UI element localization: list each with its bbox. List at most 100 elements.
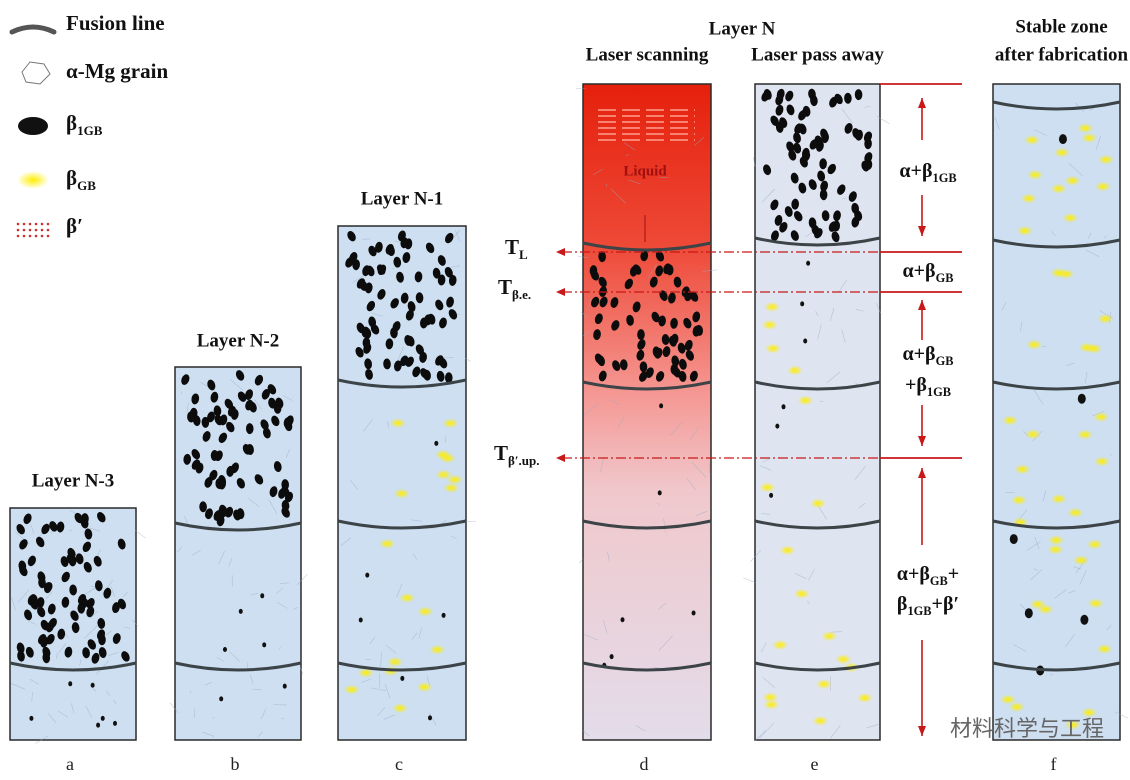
beta-1gb [1077,393,1086,404]
beta-gb [1053,147,1070,158]
grain-boundary [1026,541,1041,551]
beta-1gb [112,720,117,726]
beta-1gb [851,216,860,228]
text-part: α-Mg grain [66,59,168,83]
grain-boundary [1051,231,1056,237]
grain-boundary [1106,624,1112,631]
beta-1gb [441,612,446,618]
fusion-line [174,661,302,672]
grain-boundary [411,632,418,640]
beta-1gb [658,315,666,327]
beta-1gb [222,646,227,652]
beta-prime-icon [28,228,32,232]
beta-gb [399,592,416,603]
fusion-icon [9,24,57,35]
beta-1gb [199,501,207,513]
grain-boundary [464,357,471,362]
beta-1gb [210,391,219,403]
beta-1gb [670,363,679,375]
layer-column [582,83,712,741]
grain-boundary [380,652,382,667]
beta-gb [1029,599,1046,610]
column-letter: c [395,754,403,774]
grain-boundary [229,651,241,662]
beta-1gb [383,358,391,370]
zone-arrow-head [918,98,926,108]
grain-boundary [363,419,373,432]
grain-boundary [762,676,775,688]
grain-boundary [1065,634,1075,647]
text-part: + [948,563,959,585]
grain-boundary [830,725,841,739]
beta-1gb [645,367,654,378]
beta-1gb [821,210,830,222]
grain-boundary [656,502,660,505]
grain-boundary [10,683,25,690]
beta-1gb [218,432,228,443]
text-part: 1GB [933,171,957,185]
beta-gb [1023,135,1040,146]
grain-boundary [603,619,608,634]
beta-1gb [412,366,421,378]
beta-gb [1081,707,1098,718]
beta-1gb [624,278,634,290]
grain-boundary [123,591,128,598]
beta-1gb [195,462,204,474]
grain-boundary [1034,536,1040,550]
beta-1gb [390,327,398,339]
beta-1gb [661,334,670,346]
beta-1gb [77,602,86,614]
beta-1gb [191,449,201,460]
beta-1gb [347,231,356,242]
grain-boundary [628,179,641,185]
grain-boundary [608,398,621,406]
beta-1gb [390,298,399,309]
fusion-line [754,236,881,247]
grain-boundary [842,197,847,200]
beta-1gb [611,320,620,331]
grain-boundary [1065,362,1075,367]
grain-boundary [169,702,179,713]
beta-1gb [854,89,863,101]
beta-1gb [437,274,446,286]
beta-1gb [790,230,799,241]
grain-boundary [123,626,131,629]
grain-boundary [132,620,138,626]
beta-1gb [444,267,453,278]
watermark: 材料科学与工程 [950,717,1104,742]
beta-gb [389,418,406,429]
grain-boundary [451,535,457,539]
beta-1gb [803,338,808,344]
beta-1gb [626,314,634,326]
beta-1gb [260,593,265,599]
beta-1gb [377,289,386,300]
beta-1gb [71,622,80,634]
phase-label: β1GB+β′ [897,593,959,618]
beta-1gb [446,296,454,308]
grain-boundary [761,642,767,653]
text-part: GB [936,271,954,285]
beta-1gb [260,419,269,430]
grain-boundary [607,551,610,563]
beta-gb [835,654,852,665]
beta-1gb [214,414,223,426]
text-part: α+β [897,563,930,585]
grain-boundary [592,168,604,176]
beta-gb [772,639,789,650]
beta-1gb [376,264,386,275]
grain-boundary [285,448,291,458]
beta-1gb [366,300,376,312]
grain-icon [21,61,51,85]
grain-boundary [48,713,57,724]
beta-1gb [70,610,79,621]
fusion-line [337,378,467,389]
grain-boundary [794,573,807,580]
beta-1gb [852,128,861,139]
beta-gb [442,418,459,429]
beta-1gb [245,423,254,435]
beta-1gb [668,292,676,304]
beta-gb [821,631,838,642]
grain-boundary [65,633,69,639]
grain-boundary [412,553,418,560]
grain-boundary [452,230,461,240]
